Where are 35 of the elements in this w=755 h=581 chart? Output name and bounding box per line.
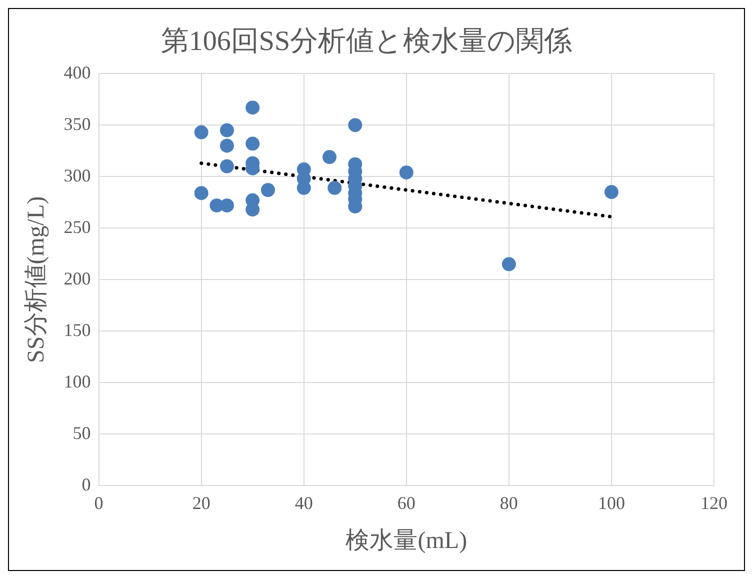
x-axis-title: 検水量(mL): [346, 528, 468, 554]
point: [502, 257, 516, 272]
y-tick-label: 200: [64, 268, 91, 288]
point: [246, 100, 260, 115]
point: [246, 136, 260, 151]
point: [194, 125, 208, 140]
point: [260, 182, 275, 197]
x-tick-label: 100: [598, 493, 625, 514]
y-tick-label: 0: [82, 474, 91, 494]
x-tick-label: 20: [192, 493, 210, 514]
point: [194, 186, 208, 200]
y-tick-label: 50: [72, 422, 91, 443]
point: [220, 138, 234, 153]
point: [246, 202, 260, 217]
point: [220, 159, 234, 174]
chart-title: 第106回SS分析値と検水量の関係: [160, 26, 572, 58]
x-tick-label: 40: [294, 493, 313, 514]
point: [220, 198, 234, 212]
y-tick-label: 350: [64, 114, 91, 134]
y-axis-title: SS分析値(mg/L): [24, 196, 50, 363]
x-tick-label: 120: [700, 493, 728, 514]
y-tick-label: 400: [64, 62, 91, 82]
x-tick-label: 60: [397, 493, 416, 514]
point: [328, 180, 342, 195]
y-tick-label: 300: [64, 165, 91, 186]
y-tick-label: 100: [64, 371, 91, 392]
x-tick-label: 80: [500, 493, 518, 514]
point: [348, 118, 362, 132]
y-tick-label: 250: [64, 216, 91, 237]
point: [399, 165, 414, 180]
x-tick-label: 0: [94, 493, 104, 514]
point: [220, 123, 234, 138]
point: [322, 150, 336, 164]
point: [604, 185, 618, 200]
y-tick-label: 150: [64, 320, 91, 340]
